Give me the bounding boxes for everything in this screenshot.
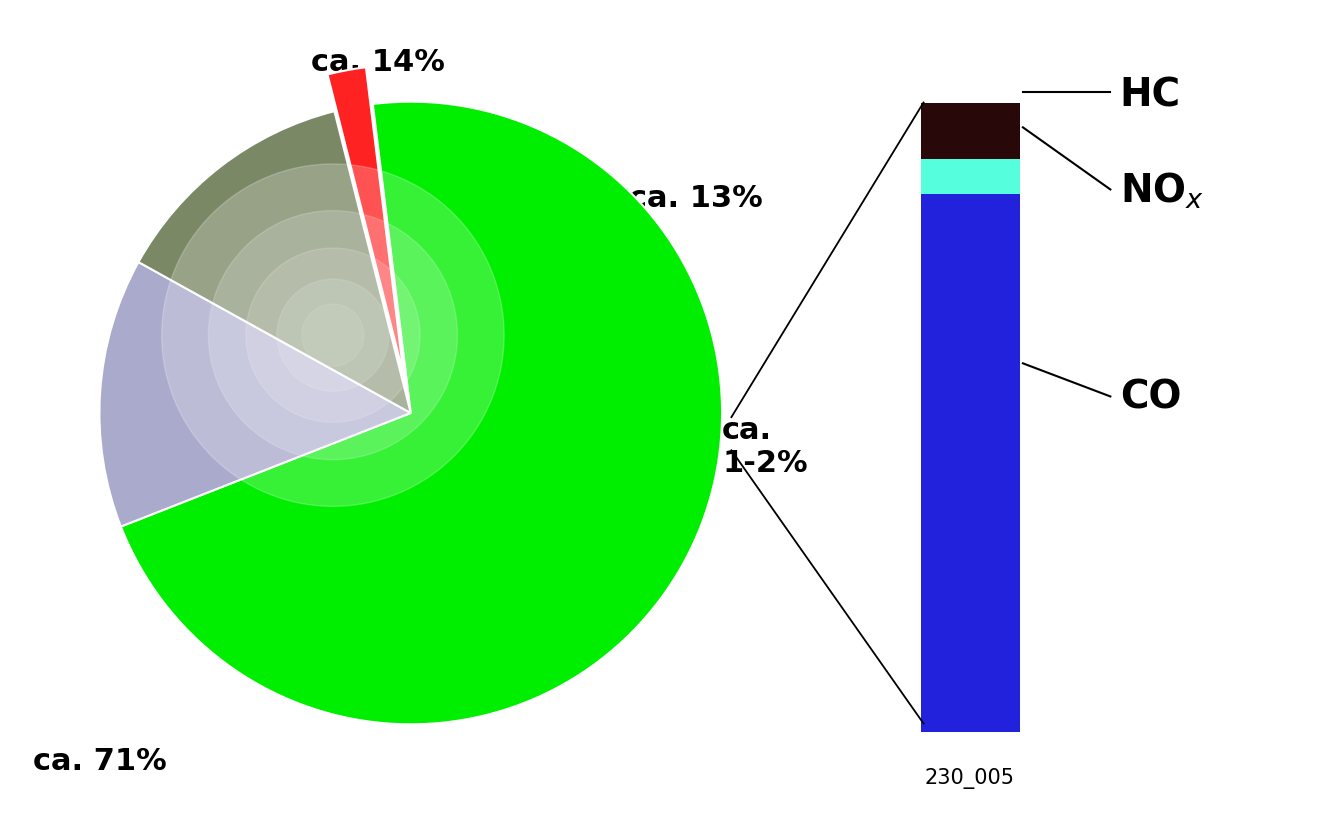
Bar bbox=[921, 103, 1020, 160]
Bar bbox=[921, 194, 1020, 732]
Circle shape bbox=[162, 165, 504, 507]
Text: NO$_x$: NO$_x$ bbox=[1120, 170, 1204, 210]
Wedge shape bbox=[99, 263, 411, 527]
Circle shape bbox=[208, 212, 457, 460]
Wedge shape bbox=[121, 103, 722, 724]
Text: CO: CO bbox=[1120, 378, 1181, 416]
Text: N$_2$: N$_2$ bbox=[233, 571, 297, 619]
Text: CO$_2$: CO$_2$ bbox=[229, 280, 314, 323]
Wedge shape bbox=[138, 112, 411, 414]
Text: HC: HC bbox=[1120, 76, 1181, 114]
Text: ca. 13%: ca. 13% bbox=[629, 184, 763, 213]
Bar bbox=[921, 160, 1020, 194]
Text: ca. 71%: ca. 71% bbox=[33, 746, 167, 776]
Wedge shape bbox=[327, 68, 404, 377]
Text: 230_005: 230_005 bbox=[925, 767, 1015, 788]
Circle shape bbox=[302, 304, 364, 367]
Text: H$_2$O: H$_2$O bbox=[412, 330, 502, 373]
Circle shape bbox=[245, 249, 420, 423]
Text: ca. 14%: ca. 14% bbox=[310, 47, 445, 77]
Text: ca.
1-2%: ca. 1-2% bbox=[722, 415, 808, 478]
Circle shape bbox=[277, 280, 390, 392]
